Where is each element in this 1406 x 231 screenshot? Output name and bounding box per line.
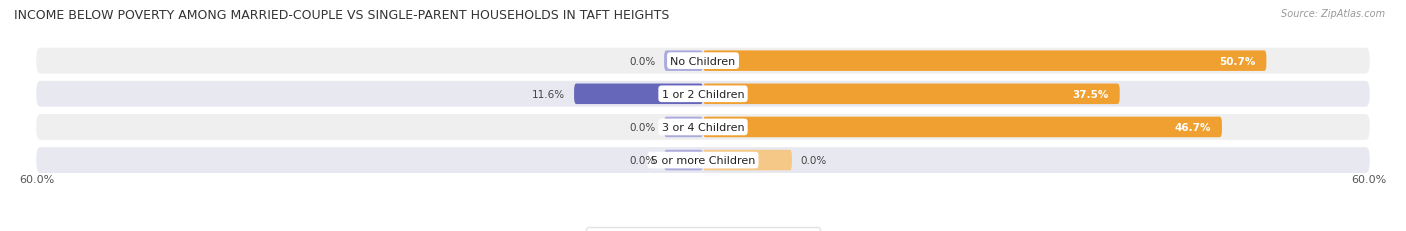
Text: 37.5%: 37.5% [1073, 89, 1108, 99]
Text: 0.0%: 0.0% [628, 122, 655, 132]
Text: 60.0%: 60.0% [1351, 175, 1386, 185]
Text: 60.0%: 60.0% [20, 175, 55, 185]
Text: Source: ZipAtlas.com: Source: ZipAtlas.com [1281, 9, 1385, 19]
FancyBboxPatch shape [574, 84, 703, 105]
FancyBboxPatch shape [703, 150, 792, 171]
Text: INCOME BELOW POVERTY AMONG MARRIED-COUPLE VS SINGLE-PARENT HOUSEHOLDS IN TAFT HE: INCOME BELOW POVERTY AMONG MARRIED-COUPL… [14, 9, 669, 22]
FancyBboxPatch shape [703, 51, 1267, 72]
Text: 3 or 4 Children: 3 or 4 Children [662, 122, 744, 132]
Text: 0.0%: 0.0% [801, 155, 827, 165]
Text: 0.0%: 0.0% [628, 56, 655, 66]
Text: 11.6%: 11.6% [531, 89, 565, 99]
FancyBboxPatch shape [703, 84, 1119, 105]
FancyBboxPatch shape [37, 49, 1369, 74]
FancyBboxPatch shape [664, 150, 703, 171]
Text: 50.7%: 50.7% [1219, 56, 1256, 66]
FancyBboxPatch shape [664, 51, 703, 72]
Text: 1 or 2 Children: 1 or 2 Children [662, 89, 744, 99]
Text: 46.7%: 46.7% [1174, 122, 1211, 132]
FancyBboxPatch shape [703, 117, 1222, 138]
FancyBboxPatch shape [37, 82, 1369, 107]
FancyBboxPatch shape [664, 117, 703, 138]
Text: No Children: No Children [671, 56, 735, 66]
Legend: Married Couples, Single Parents: Married Couples, Single Parents [586, 228, 820, 231]
Text: 0.0%: 0.0% [628, 155, 655, 165]
FancyBboxPatch shape [37, 148, 1369, 173]
FancyBboxPatch shape [37, 115, 1369, 140]
Text: 5 or more Children: 5 or more Children [651, 155, 755, 165]
